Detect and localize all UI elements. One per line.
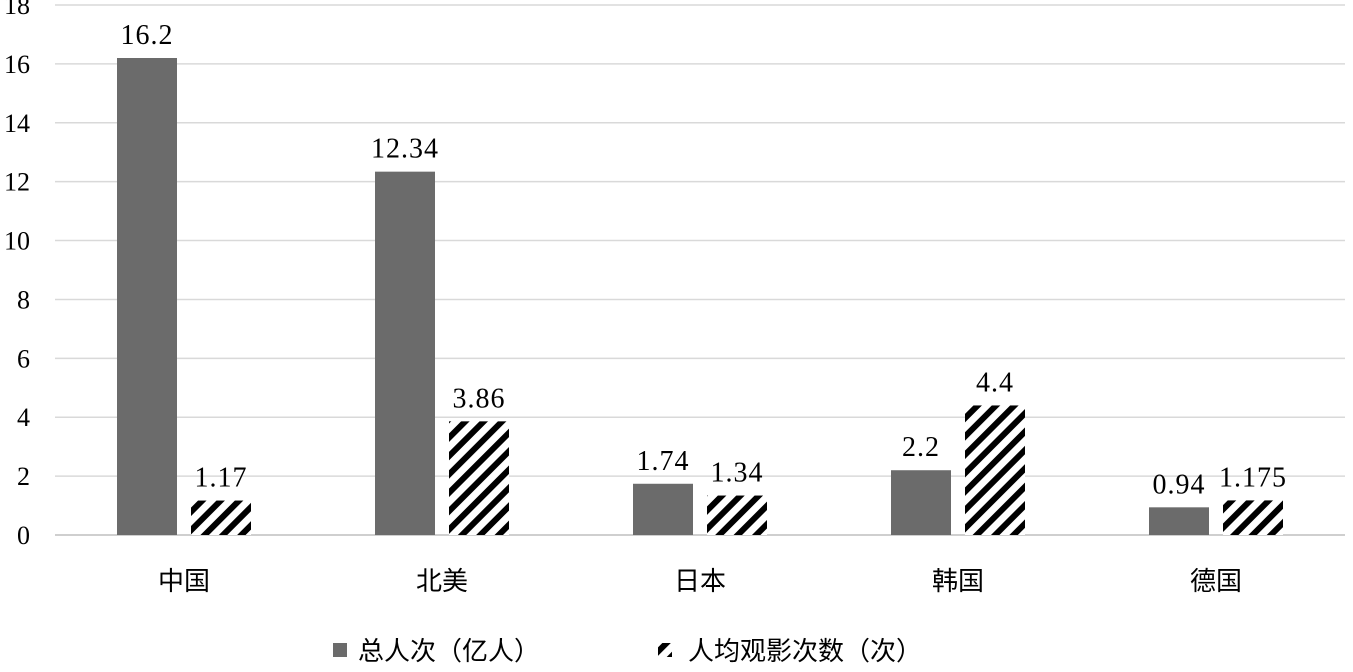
data-label: 1.175 bbox=[1219, 462, 1287, 493]
data-label: 0.94 bbox=[1153, 469, 1206, 500]
bar-total-attendance bbox=[375, 171, 435, 535]
legend-swatch bbox=[658, 643, 672, 657]
y-tick-label: 18 bbox=[4, 0, 30, 20]
bar-total-attendance bbox=[633, 483, 693, 535]
bar-per-capita bbox=[1223, 500, 1283, 535]
data-label: 3.86 bbox=[453, 383, 506, 414]
legend-swatch bbox=[333, 643, 347, 657]
y-tick-label: 8 bbox=[17, 285, 30, 314]
bar-per-capita bbox=[707, 495, 767, 535]
data-label: 2.2 bbox=[902, 432, 940, 463]
data-label: 1.34 bbox=[711, 458, 764, 489]
gridlines bbox=[55, 4, 1345, 536]
y-tick-label: 0 bbox=[17, 521, 30, 550]
y-tick-label: 10 bbox=[4, 227, 30, 256]
bar-per-capita bbox=[965, 405, 1025, 535]
category-label: 北美 bbox=[416, 567, 468, 597]
bar-per-capita bbox=[191, 500, 251, 535]
data-labels: 16.2 1.17 12.34 3.86 1.74 1.34 2.2 4.4 0.94 1.175 bbox=[121, 20, 1287, 500]
y-tick-label: 6 bbox=[17, 344, 30, 373]
bar-total-attendance bbox=[117, 58, 177, 535]
data-label: 1.17 bbox=[195, 463, 248, 494]
y-tick-label: 16 bbox=[4, 50, 30, 79]
y-axis-ticks: 0 2 4 6 8 10 12 14 16 18 bbox=[4, 0, 30, 550]
y-tick-label: 14 bbox=[4, 109, 30, 138]
data-label: 1.74 bbox=[637, 446, 690, 477]
legend: 总人次（亿人） 人均观影次数（次） bbox=[333, 637, 922, 667]
y-tick-label: 2 bbox=[17, 462, 30, 491]
y-tick-label: 12 bbox=[4, 168, 30, 197]
y-tick-label: 4 bbox=[17, 403, 30, 432]
legend-label: 总人次（亿人） bbox=[358, 637, 540, 667]
x-axis-categories: 中国 北美 日本 韩国 德国 bbox=[158, 567, 1242, 597]
data-label: 4.4 bbox=[976, 367, 1014, 398]
category-label: 日本 bbox=[674, 567, 726, 597]
bar-total-attendance bbox=[1149, 507, 1209, 535]
category-label: 韩国 bbox=[932, 567, 984, 597]
category-label: 德国 bbox=[1190, 567, 1242, 597]
bar-total-attendance bbox=[891, 470, 951, 535]
data-label: 16.2 bbox=[121, 20, 174, 51]
bar-per-capita bbox=[449, 421, 509, 535]
bars bbox=[117, 58, 1283, 535]
category-label: 中国 bbox=[158, 567, 210, 597]
legend-label: 人均观影次数（次） bbox=[688, 637, 922, 667]
data-label: 12.34 bbox=[371, 134, 439, 165]
